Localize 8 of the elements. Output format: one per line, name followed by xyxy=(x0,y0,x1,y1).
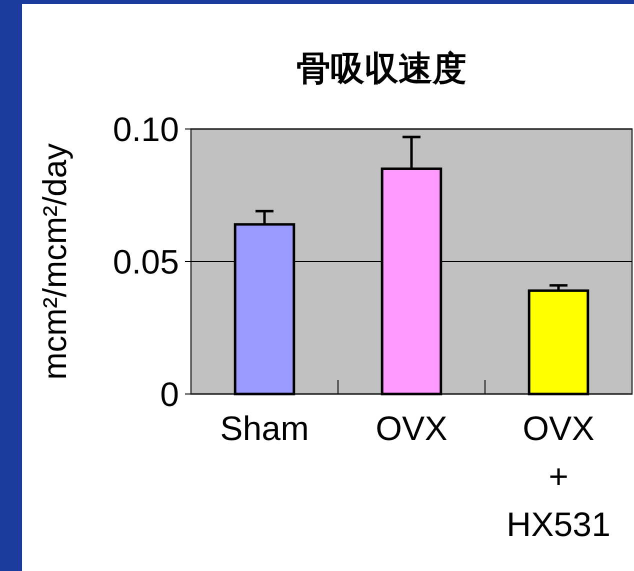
x-tick-label: OVX + HX531 xyxy=(506,410,610,544)
x-tick-label: OVX xyxy=(376,410,448,448)
y-tick-label: 0.10 xyxy=(112,111,179,149)
y-tick-label: 0 xyxy=(160,376,179,414)
y-tick-label: 0.05 xyxy=(112,244,179,282)
y-axis-title: mcm²/mcm²/day xyxy=(36,142,73,380)
x-tick-label: Sham xyxy=(220,410,309,448)
chart-title: 骨吸収速度 xyxy=(296,50,466,88)
